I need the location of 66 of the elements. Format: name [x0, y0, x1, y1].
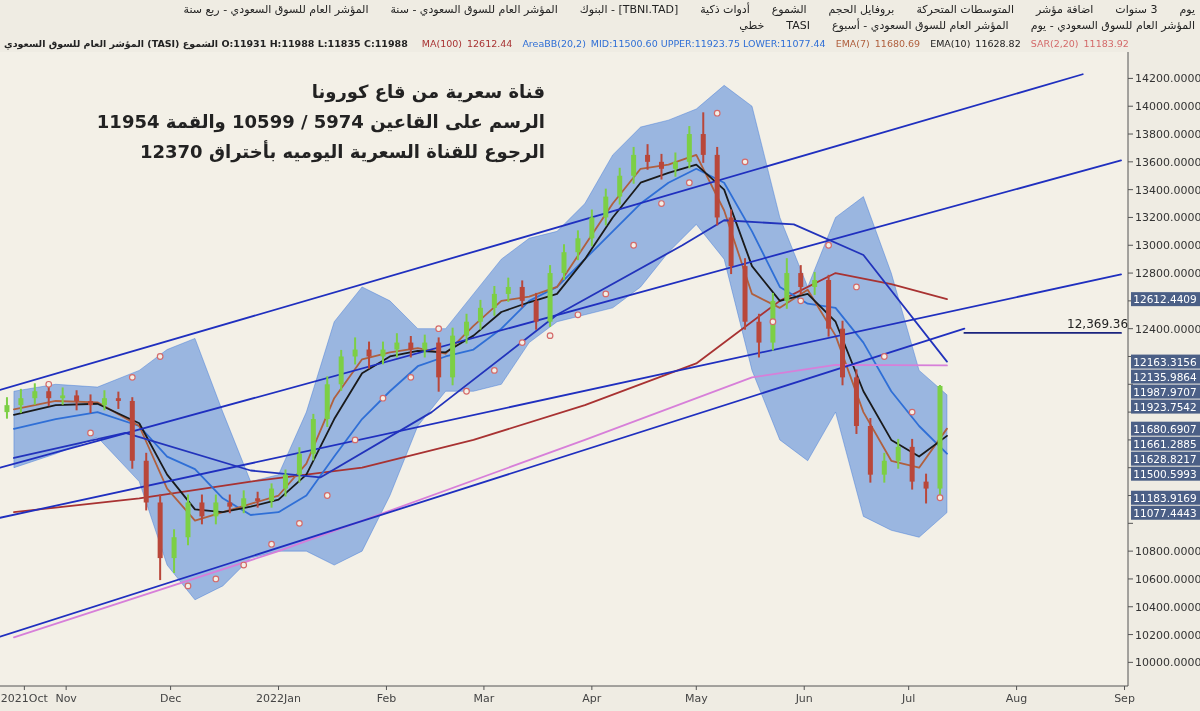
- text: 11680.69: [874, 38, 921, 49]
- x-tick-label: Jun: [794, 692, 813, 705]
- text: TASI: [785, 19, 810, 32]
- text: 11628.8217: [1133, 452, 1197, 465]
- y-tick-label: 10200.0000: [1135, 628, 1200, 642]
- annotation: الرجوع للقناة السعرية اليوميه بأختراق 12370: [140, 140, 545, 163]
- x-tick-label: Sep: [1114, 692, 1135, 705]
- text: MA(100): [421, 38, 463, 49]
- text: 12163.3156: [1133, 355, 1198, 368]
- x-tick-label: Dec: [159, 692, 182, 705]
- y-tick-label: 10400.0000: [1135, 600, 1200, 614]
- x-tick-label: Aug: [1005, 692, 1028, 705]
- x-tick-label: Mar: [473, 692, 495, 705]
- text: 11183.92: [1083, 38, 1129, 49]
- text: أدوات ذكية: [700, 2, 750, 16]
- text: المؤشر العام للسوق السعودي - سنة: [390, 3, 558, 16]
- text: 12612.44: [467, 38, 513, 49]
- y-tick-label: 13800.0000: [1135, 128, 1200, 142]
- text: 12135.9864: [1133, 370, 1198, 383]
- text: بروفايل الحجم: [828, 3, 895, 16]
- text: 11183.9169: [1133, 491, 1197, 504]
- text: [TBNI.TAD] - البنوك: [579, 3, 679, 16]
- text: 12612.4409: [1133, 293, 1197, 306]
- annotation: 12,369.36: [1067, 316, 1129, 331]
- text: 11628.82: [975, 38, 1021, 49]
- y-tick-label: 14200.0000: [1135, 72, 1200, 86]
- text: SAR(2,20): [1030, 38, 1079, 49]
- text: EMA(7): [835, 38, 870, 49]
- text: الشموع: [771, 3, 807, 16]
- y-tick-label: 14000.0000: [1135, 100, 1200, 114]
- text: AreaBB(20,2): [522, 38, 586, 49]
- chart-subtitle: المؤشر العام للسوق السعودي (TASI) الشموع O:11931 H:11988 L:11835 C:11988: [4, 38, 409, 50]
- text: 11077.4443: [1133, 506, 1197, 519]
- text: MID:11500.60 UPPER:11923.75 LOWER:11077.44: [590, 38, 826, 49]
- x-tick-label: Feb: [376, 692, 397, 705]
- x-tick-label: 2022Jan: [256, 692, 302, 705]
- text: يوم: [1179, 3, 1195, 16]
- text: المؤشر العام للسوق السعودي - يوم: [1030, 19, 1195, 32]
- text: المتوسطات المتحركة: [916, 3, 1015, 16]
- x-tick-label: Apr: [582, 692, 602, 705]
- y-tick-label: 13600.0000: [1135, 155, 1200, 169]
- x-tick-label: Jul: [901, 692, 916, 705]
- y-tick-label: 10000.0000: [1135, 656, 1200, 670]
- text: 3 سنوات: [1115, 3, 1158, 16]
- text: 11987.9707: [1133, 385, 1197, 398]
- y-tick-label: 12400.0000: [1135, 322, 1200, 336]
- text: اضافة مؤشر: [1035, 3, 1094, 16]
- text: EMA(10): [930, 38, 971, 49]
- text: قناة سعرية من قاع كورونا: [311, 81, 545, 103]
- y-tick-label: 12800.0000: [1135, 267, 1200, 281]
- text: المؤشر العام للسوق السعودي - ربع سنة: [183, 3, 369, 16]
- text: المؤشر العام للسوق السعودي - أسبوع: [831, 18, 1009, 32]
- text: 11923.7542: [1133, 400, 1197, 413]
- x-tick-label: May: [684, 692, 709, 705]
- y-tick-label: 10800.0000: [1135, 545, 1200, 559]
- y-tick-label: 13000.0000: [1135, 239, 1200, 253]
- y-tick-label: 10600.0000: [1135, 572, 1200, 586]
- text: 11500.5993: [1133, 467, 1197, 480]
- y-tick-label: 13200.0000: [1135, 211, 1200, 225]
- x-tick-label: Nov: [55, 692, 78, 705]
- text: 11680.6907: [1133, 422, 1197, 435]
- text: 11661.2885: [1133, 437, 1197, 450]
- annotation: الرسم على القاعين 5974 / 10599 والقمة 11954: [96, 111, 545, 133]
- x-tick-label: 2021Oct: [0, 692, 49, 705]
- text: خطي: [739, 19, 765, 32]
- y-tick-label: 13400.0000: [1135, 183, 1200, 197]
